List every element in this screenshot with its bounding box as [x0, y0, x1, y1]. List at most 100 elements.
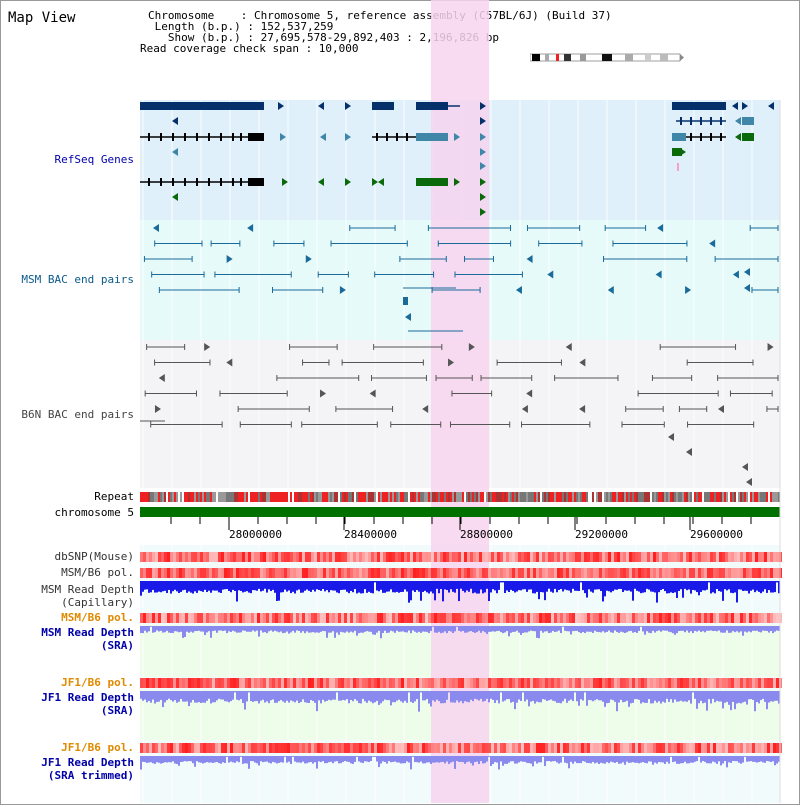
msm-depth-capillary-bar — [688, 581, 690, 590]
jf1-depth-sra-bar — [168, 691, 170, 699]
label-refseq-genes[interactable]: RefSeq Genes — [54, 153, 134, 166]
msm-depth-sra-bar — [152, 626, 154, 633]
jf1-depth-sra-trimmed-bar — [556, 756, 558, 763]
jf1-depth-sra-bar — [190, 691, 192, 703]
label-msm-bac[interactable]: MSM BAC end pairs — [21, 273, 134, 286]
jf1-b6-pol2-heat — [362, 743, 365, 753]
b6n-bac-end-arrow — [369, 389, 376, 398]
dbsnp-heat — [572, 552, 575, 562]
jf1-depth-sra-trimmed-bar — [518, 756, 520, 763]
jf1-depth-sra-trimmed-bar — [612, 756, 614, 763]
dbsnp-heat — [524, 552, 527, 562]
repeat-segment — [712, 492, 714, 502]
jf1-depth-sra-bar — [644, 691, 646, 703]
jf1-b6-pol2-heat — [644, 743, 647, 753]
label-jf1-depth-sra-trimmed[interactable]: JF1 Read Depth (SRA trimmed) — [41, 756, 134, 782]
jf1-depth-sra-bar — [298, 691, 300, 704]
msm-depth-capillary-bar — [400, 581, 402, 593]
repeat-segment — [440, 492, 442, 502]
msm-depth-sra-bar — [680, 626, 682, 631]
msm-depth-sra-bar — [228, 626, 230, 632]
repeat-segment — [450, 492, 452, 502]
jf1-b6-pol-heat — [368, 678, 371, 688]
label-b6n-bac[interactable]: B6N BAC end pairs — [21, 408, 134, 421]
page-title: Map View — [8, 10, 76, 26]
msm-depth-capillary-bar — [736, 581, 738, 603]
jf1-depth-sra-trimmed-bar — [340, 756, 342, 764]
msm-depth-capillary-bar — [242, 581, 244, 593]
repeat-segment — [694, 492, 696, 502]
jf1-depth-sra-bar — [616, 691, 618, 712]
jf1-depth-sra-bar — [412, 691, 414, 703]
msm-depth-sra-bar — [570, 626, 572, 635]
repeat-segment — [400, 492, 402, 502]
jf1-depth-sra-bar — [462, 691, 464, 704]
msm-b6-pol-heat — [443, 568, 446, 578]
msm-b6-pol-heat — [707, 568, 710, 578]
jf1-depth-sra-trimmed-bar — [472, 756, 474, 766]
label-jf1-b6-pol[interactable]: JF1/B6 pol. — [61, 676, 134, 689]
jf1-depth-sra-bar — [520, 691, 522, 701]
repeat-segment — [660, 492, 662, 502]
jf1-depth-sra-trimmed-bar — [652, 756, 654, 765]
dbsnp-heat — [476, 552, 479, 562]
repeat-segment — [234, 492, 236, 502]
jf1-depth-sra-trimmed-bar — [630, 756, 632, 763]
msm-depth-capillary-bar — [146, 581, 148, 590]
dbsnp-heat — [179, 552, 182, 562]
msm-depth-sra-bar — [394, 626, 396, 633]
jf1-b6-pol-heat — [770, 678, 773, 688]
repeat-segment — [490, 492, 492, 502]
msm-b6-pol2-heat — [458, 613, 461, 623]
jf1-depth-sra-bar — [160, 691, 162, 700]
repeat-segment — [530, 492, 532, 502]
label-msm-b6-pol-2[interactable]: MSM/B6 pol. — [61, 611, 134, 624]
jf1-depth-sra-bar — [776, 691, 778, 701]
strand-arrow — [172, 117, 178, 125]
jf1-depth-sra-bar — [732, 691, 734, 702]
jf1-depth-sra-bar — [262, 691, 264, 700]
dbsnp-heat — [293, 552, 296, 562]
jf1-b6-pol-heat — [764, 678, 767, 688]
chromosome-ideogram[interactable] — [530, 53, 685, 63]
gene-row-6-block — [248, 178, 264, 186]
label-dbsnp[interactable]: dbSNP(Mouse) — [54, 550, 134, 563]
jf1-depth-sra-trimmed-bar — [452, 756, 454, 762]
msm-b6-pol-heat — [401, 568, 404, 578]
jf1-b6-pol-heat — [377, 678, 380, 688]
msm-b6-pol-heat — [533, 568, 536, 578]
jf1-b6-pol-heat — [188, 678, 191, 688]
jf1-b6-pol-heat — [611, 678, 614, 688]
msm-b6-pol-heat — [188, 568, 191, 578]
jf1-depth-sra-bar — [658, 691, 660, 702]
jf1-b6-pol2-heat — [224, 743, 227, 753]
label-jf1-b6-pol-2[interactable]: JF1/B6 pol. — [61, 741, 134, 754]
label-msm-depth-sra[interactable]: MSM Read Depth (SRA) — [41, 626, 134, 652]
msm-b6-pol2-heat — [773, 613, 776, 623]
jf1-depth-sra-bar — [564, 691, 566, 699]
msm-depth-sra-bar — [404, 626, 406, 633]
jf1-depth-sra-trimmed-bar — [226, 756, 228, 757]
msm-b6-pol2-heat — [554, 613, 557, 623]
jf1-depth-sra-trimmed-bar — [464, 756, 466, 764]
dbsnp-heat — [716, 552, 719, 562]
label-msm-depth-capillary[interactable]: MSM Read Depth (Capillary) — [41, 583, 134, 609]
jf1-b6-pol2-heat — [740, 743, 743, 753]
label-jf1-depth-sra[interactable]: JF1 Read Depth (SRA) — [41, 691, 134, 717]
jf1-b6-pol-heat — [494, 678, 497, 688]
jf1-depth-sra-trimmed-bar — [396, 756, 398, 763]
msm-depth-sra-bar — [714, 626, 716, 631]
msm-b6-pol-heat — [446, 568, 449, 578]
jf1-b6-pol2-heat — [704, 743, 707, 753]
jf1-depth-sra-trimmed-bar — [674, 756, 676, 762]
strand-arrow — [742, 463, 748, 471]
jf1-depth-sra-trimmed-bar — [406, 756, 408, 762]
msm-depth-capillary-bar — [492, 581, 494, 590]
dbsnp-heat — [284, 552, 287, 562]
msm-b6-pol-heat — [698, 568, 701, 578]
label-msm-b6-pol[interactable]: MSM/B6 pol. — [61, 566, 134, 579]
msm-depth-capillary-bar — [548, 581, 550, 589]
jf1-depth-sra-bar — [392, 691, 394, 703]
msm-depth-sra-bar — [600, 626, 602, 633]
